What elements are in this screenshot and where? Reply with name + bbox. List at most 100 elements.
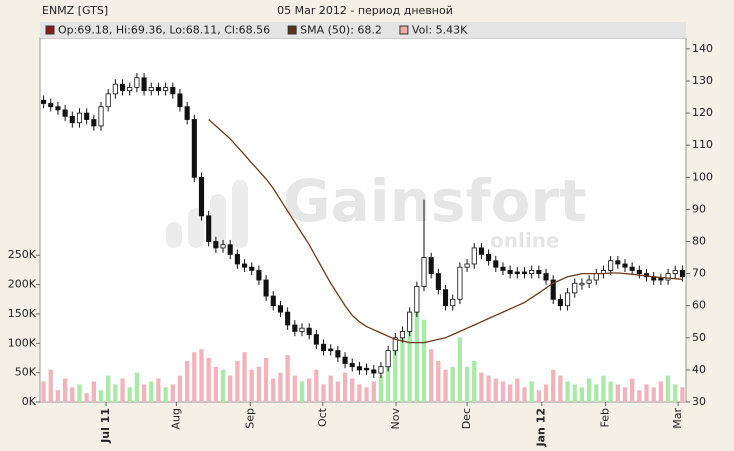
candle-body: [234, 253, 240, 265]
volume-bar: [156, 378, 161, 402]
candle-body: [285, 311, 291, 326]
volume-bar: [91, 381, 96, 402]
y-tick-label: 30: [692, 395, 706, 408]
candle-body: [127, 87, 133, 92]
candle-body: [593, 273, 599, 281]
volume-bar: [127, 387, 132, 402]
volume-bar: [235, 360, 240, 402]
candle-body: [514, 271, 520, 275]
x-tick-label: Jan 12: [535, 408, 548, 447]
candle-body: [457, 266, 463, 300]
volume-bar: [271, 378, 276, 402]
volume-bar: [256, 366, 262, 402]
candle-body: [464, 263, 470, 268]
candle-body: [543, 273, 549, 281]
x-tick-label: Feb: [599, 408, 612, 427]
volume-bar: [680, 387, 685, 402]
volume-bar: [48, 369, 53, 402]
volume-bar: [637, 390, 642, 402]
candle-body: [579, 282, 585, 286]
y-tick-label: 140: [692, 42, 713, 55]
candle-body: [672, 269, 678, 275]
candle-body: [435, 273, 441, 291]
candle-body: [407, 311, 413, 332]
plot-area: [39, 37, 687, 403]
candle-body: [292, 324, 298, 332]
volume-bar: [429, 349, 434, 402]
x-tick-label: Jul 11: [99, 408, 112, 444]
candle-body: [399, 330, 406, 339]
y2-tick-label: 250K: [8, 248, 37, 261]
volume-bar: [192, 352, 197, 402]
volume-bar: [594, 384, 599, 402]
y-tick-label: 70: [692, 267, 706, 280]
volume-bar: [536, 390, 542, 402]
volume-bar: [608, 381, 613, 402]
volume-bar: [529, 381, 534, 402]
candle-body: [91, 119, 97, 127]
candle-body: [141, 77, 147, 92]
candle-body: [428, 257, 434, 275]
candle-body: [242, 263, 248, 268]
volume-bar: [385, 360, 391, 402]
volume-bar: [350, 378, 355, 402]
volume-bar: [400, 331, 405, 402]
volume-bar: [378, 375, 384, 402]
volume-bar: [479, 372, 484, 402]
volume-bar: [113, 384, 118, 402]
volume-bar: [407, 313, 412, 402]
volume-bar: [673, 384, 678, 402]
x-tick-label: Aug: [169, 408, 182, 429]
chart-title: ENMZ [GTS]: [42, 4, 108, 17]
candle-body: [521, 271, 528, 275]
candle-body: [356, 366, 362, 371]
watermark: Gainsfort: [283, 167, 587, 235]
candle-body: [155, 87, 161, 92]
volume-bar: [328, 375, 333, 402]
volume-bar: [41, 381, 46, 402]
volume-bar: [98, 390, 104, 402]
candle-body: [306, 327, 312, 335]
candle-body: [55, 106, 61, 111]
volume-bar: [515, 378, 520, 402]
volume-bar: [658, 381, 664, 402]
candle-body: [565, 292, 571, 307]
legend-label: SMA (50): 68.2: [300, 24, 382, 37]
candle-body: [421, 257, 427, 287]
volume-bar: [292, 375, 297, 402]
candle-body: [342, 356, 348, 364]
candle-body: [213, 241, 219, 249]
volume-bar: [558, 375, 563, 402]
volume-bar: [665, 375, 671, 402]
candle-body: [191, 119, 197, 178]
candle-body: [320, 343, 327, 352]
legend-swatch: [399, 25, 409, 35]
volume-bar: [443, 369, 448, 402]
candle-body: [493, 260, 499, 268]
volume-bar: [421, 319, 427, 402]
volume-bar: [314, 369, 319, 402]
volume-bar: [120, 378, 125, 402]
y-tick-label: 110: [692, 138, 713, 151]
y2-tick-label: 200K: [8, 278, 37, 291]
candle-body: [529, 269, 535, 275]
candle-body: [41, 99, 47, 104]
y2-tick-label: 0K: [22, 395, 37, 408]
candle-body: [392, 337, 398, 352]
watermark-logo: [166, 180, 248, 248]
candle-body: [414, 286, 420, 313]
candle-body: [299, 327, 305, 332]
candle-body: [170, 87, 176, 95]
candle-body: [62, 109, 68, 117]
volume-bar: [263, 357, 269, 402]
candle-body: [270, 295, 276, 307]
volume-bar: [249, 369, 254, 402]
y-tick-label: 80: [692, 235, 706, 248]
y2-tick-label: 150K: [8, 307, 37, 320]
candle-body: [220, 244, 226, 249]
volume-bar: [579, 387, 585, 402]
candle-body: [658, 278, 664, 281]
volume-bar: [206, 357, 211, 402]
volume-bar: [141, 384, 147, 402]
